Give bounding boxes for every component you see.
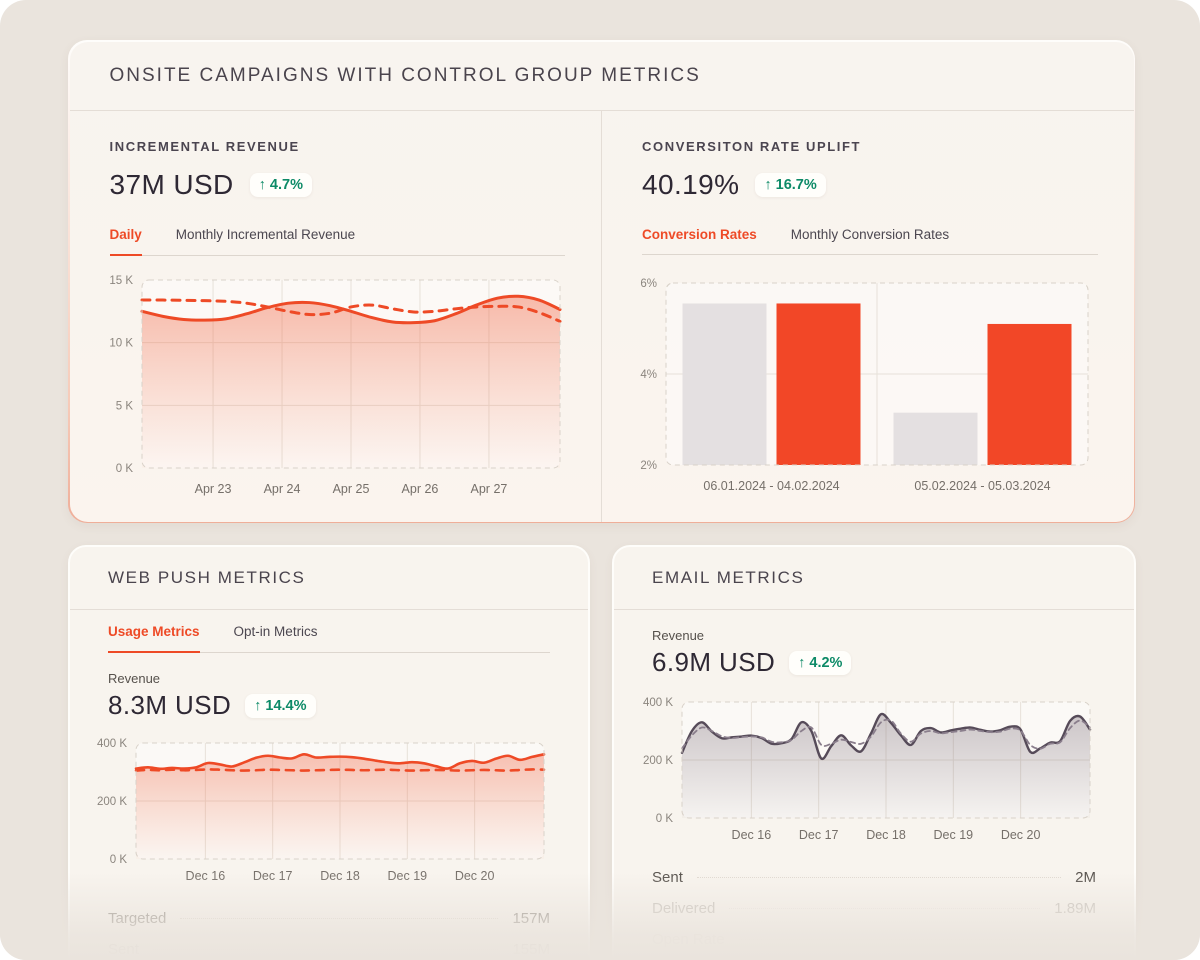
incremental-revenue-value: 37M USD [109,168,234,200]
web-push-delta: 14.4% [265,697,307,714]
svg-text:Dec 16: Dec 16 [732,828,772,842]
svg-text:6%: 6% [640,278,657,290]
up-arrow-icon: ↑ [764,176,772,193]
email-row-delivered: Delivered 1.89M [614,893,1134,924]
row-label: Delivered [652,900,716,917]
svg-text:2%: 2% [640,460,657,472]
conversion-uplift-tabs: Conversion Rates Monthly Conversion Rate… [642,227,1098,255]
svg-text:Apr 23: Apr 23 [194,482,231,496]
svg-text:05.02.2024 - 05.03.2024: 05.02.2024 - 05.03.2024 [914,479,1050,493]
svg-text:Dec 19: Dec 19 [388,869,428,883]
row-value: 1.89M [1054,900,1096,917]
svg-text:400 K: 400 K [643,697,673,709]
svg-text:10 K: 10 K [109,337,133,349]
email-delta: 4.2% [809,654,843,671]
row-value: 157M [512,910,550,927]
svg-text:15 K: 15 K [109,275,133,287]
row-label: Sent [652,869,683,886]
web-push-summary-rows: Targeted 157M Sent 155M [70,903,588,960]
svg-text:Dec 17: Dec 17 [253,869,293,883]
email-summary-rows: Sent 2M Delivered 1.89M Open Rate [614,862,1134,955]
tab-conversion-rates[interactable]: Conversion Rates [642,226,757,242]
svg-text:Apr 26: Apr 26 [401,482,438,496]
web-push-row-sent: Sent 155M [70,934,588,960]
incremental-revenue-delta: 4.7% [269,176,303,193]
svg-text:Dec 17: Dec 17 [799,828,839,842]
incremental-revenue-label: INCREMENTAL REVENUE [109,138,300,154]
row-value: 2M [1075,869,1096,886]
tab-monthly-incremental-revenue[interactable]: Monthly Incremental Revenue [175,226,356,242]
up-arrow-icon: ↑ [254,697,262,714]
svg-text:0 K: 0 K [110,854,128,866]
leader-line [696,877,1062,878]
svg-text:200 K: 200 K [97,796,127,808]
row-label: Targeted [108,910,167,927]
conversion-uplift-delta: 16.7% [775,176,817,193]
email-revenue-value: 6.9M USD [652,647,776,677]
onsite-campaigns-header: ONSITE CAMPAIGNS WITH CONTROL GROUP METR… [69,42,1134,111]
up-arrow-icon: ↑ [798,654,806,671]
svg-text:Apr 24: Apr 24 [263,482,300,496]
svg-text:06.01.2024 - 04.02.2024: 06.01.2024 - 04.02.2024 [703,479,839,493]
conversion-rates-chart[interactable]: 2% 4% 6% 06.01.2024 - 04.02.2024 05.02.2024 … [628,269,1094,499]
svg-text:Apr 25: Apr 25 [332,482,369,496]
svg-text:4%: 4% [640,369,657,381]
row-value: 155M [512,941,550,958]
leader-line [152,949,499,950]
leader-line [729,908,1041,909]
svg-text:0 K: 0 K [115,463,133,475]
web-push-title: WEB PUSH METRICS [108,568,306,587]
incremental-revenue-delta-badge: ↑ 4.7% [249,172,312,197]
tab-opt-in-metrics[interactable]: Opt-in Metrics [233,624,318,639]
email-header: EMAIL METRICS [614,547,1134,610]
tab-daily[interactable]: Daily [109,227,142,256]
email-delta-badge: ↑ 4.2% [789,650,852,675]
email-revenue-label: Revenue [652,628,705,643]
svg-text:Dec 18: Dec 18 [866,828,906,842]
conversion-uplift-value: 40.19% [642,168,740,200]
row-label: Sent [108,941,139,958]
svg-text:0 K: 0 K [656,813,674,825]
conversion-uplift-delta-badge: ↑ 16.7% [755,172,826,197]
row-label: Open Rate [652,931,725,948]
web-push-card: WEB PUSH METRICS Usage Metrics Opt-in Me… [68,545,590,960]
svg-text:5 K: 5 K [115,400,133,412]
incremental-revenue-chart[interactable]: Apr 23 Apr 24 Apr 25 Apr 26 Apr 27 0 K 5 K 10 K… [96,270,566,502]
web-push-tabs: Usage Metrics Opt-in Metrics [108,624,550,653]
leader-line [180,918,499,919]
svg-text:Dec 19: Dec 19 [934,828,974,842]
web-push-revenue-chart[interactable]: Dec 16 Dec 17 Dec 18 Dec 19 Dec 20 0 K 200 K 40… [86,735,550,889]
svg-text:Dec 18: Dec 18 [320,869,360,883]
web-push-revenue-value: 8.3M USD [108,690,232,720]
incremental-revenue-panel: INCREMENTAL REVENUE 37M USD ↑ 4.7% Daily… [70,111,602,522]
onsite-campaigns-card: ONSITE CAMPAIGNS WITH CONTROL GROUP METR… [68,40,1135,523]
web-push-revenue-label: Revenue [108,671,161,686]
leader-line [738,939,1082,940]
svg-text:Apr 27: Apr 27 [470,482,507,496]
tab-usage-metrics[interactable]: Usage Metrics [108,624,200,653]
up-arrow-icon: ↑ [258,176,266,193]
email-row-sent: Sent 2M [614,862,1134,893]
conversion-uplift-label: CONVERSITON RATE UPLIFT [642,138,862,154]
incremental-revenue-tabs: Daily Monthly Incremental Revenue [109,226,565,256]
tab-monthly-conversion-rates[interactable]: Monthly Conversion Rates [790,226,950,242]
onsite-campaigns-title: ONSITE CAMPAIGNS WITH CONTROL GROUP METR… [109,64,701,86]
svg-text:200 K: 200 K [643,755,673,767]
svg-text:400 K: 400 K [97,738,127,750]
conversion-uplift-panel: CONVERSITON RATE UPLIFT 40.19% ↑ 16.7% C… [601,110,1134,522]
web-push-header: WEB PUSH METRICS [70,547,588,610]
email-row-open-rate: Open Rate [614,924,1134,955]
email-revenue-chart[interactable]: Dec 16 Dec 17 Dec 18 Dec 19 Dec 20 0 K 200 K 40… [636,696,1096,848]
svg-text:Dec 20: Dec 20 [455,869,495,883]
svg-text:Dec 20: Dec 20 [1001,828,1041,842]
web-push-delta-badge: ↑ 14.4% [245,693,316,718]
email-card: EMAIL METRICS Revenue 6.9M USD ↑ 4.2% De… [612,545,1136,960]
email-title: EMAIL METRICS [652,568,805,587]
web-push-row-targeted: Targeted 157M [70,903,588,934]
svg-text:Dec 16: Dec 16 [186,869,226,883]
